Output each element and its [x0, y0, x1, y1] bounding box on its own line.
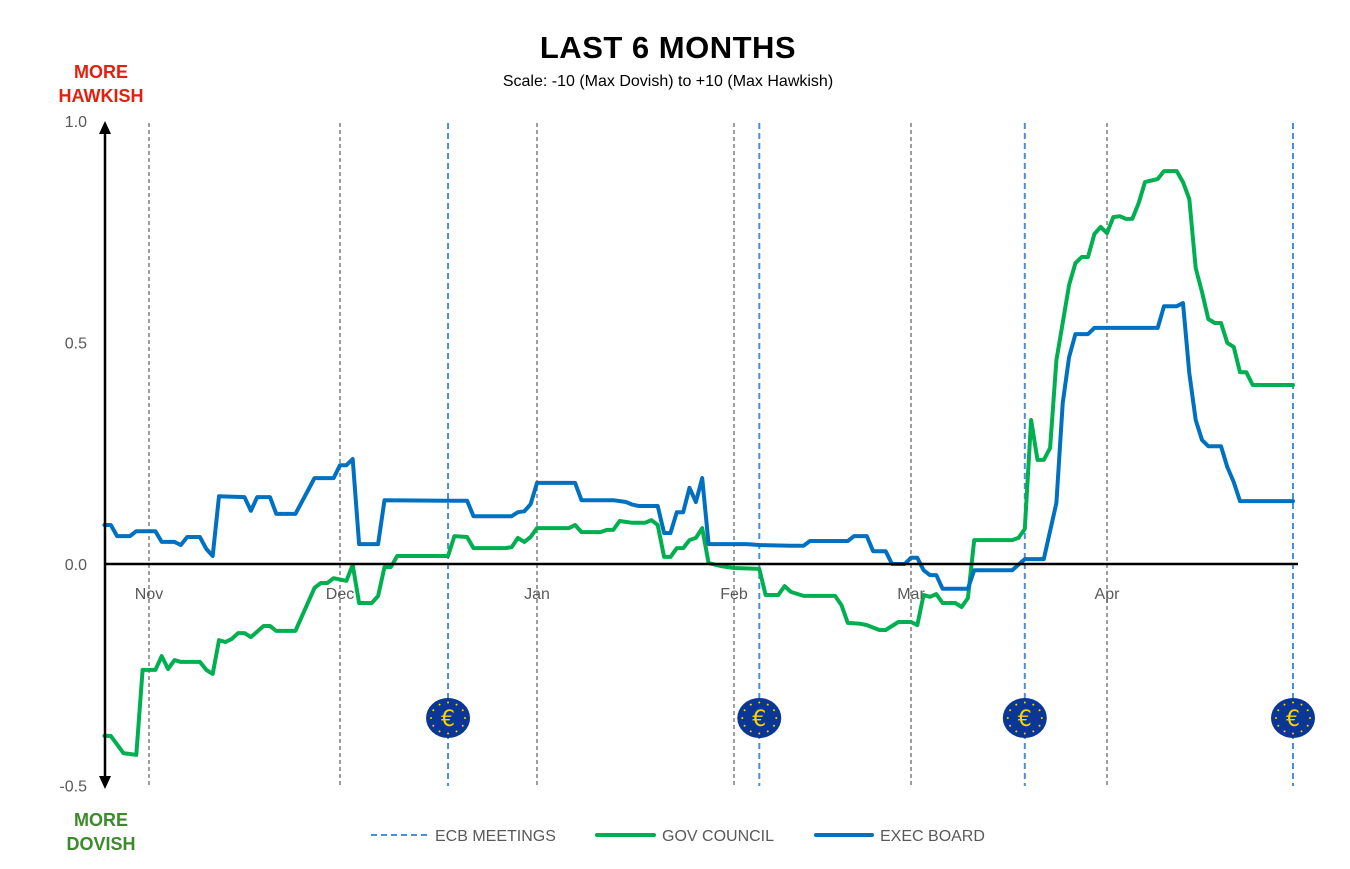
dovish-line-1: MORE [74, 810, 128, 830]
down-arrow-icon [99, 776, 111, 789]
euro-coin-icon: € [1002, 698, 1047, 738]
axes [99, 121, 1298, 789]
legend-label-ecb-meetings: ECB MEETINGS [435, 828, 556, 845]
svg-text:€: € [1286, 707, 1300, 732]
legend: ECB MEETINGS GOV COUNCIL EXEC BOARD [371, 828, 985, 845]
ecb-icons: € € € € [426, 698, 1315, 738]
hawkish-line-1: MORE [74, 62, 128, 82]
hawkish-line-2: HAWKISH [58, 86, 144, 106]
more-dovish-label: MORE DOVISH [21, 808, 181, 856]
y-tick-label: -0.5 [59, 779, 87, 796]
x-tick-label: Nov [135, 586, 163, 603]
legend-label-gov-council: GOV COUNCIL [662, 828, 774, 845]
chart-title: LAST 6 MONTHS [539, 30, 797, 65]
series-lines [102, 169, 1295, 757]
svg-text:€: € [752, 707, 766, 732]
svg-text:€: € [441, 707, 455, 732]
euro-coin-icon: € [737, 698, 782, 738]
chart-subtitle: Scale: -10 (Max Dovish) to +10 (Max Hawk… [502, 73, 834, 90]
series-line-gov-council [102, 169, 1295, 757]
svg-text:€: € [1018, 707, 1032, 732]
y-tick-label: 0.5 [65, 336, 87, 353]
x-tick-label: Mar [897, 586, 925, 603]
legend-label-exec-board: EXEC BOARD [880, 828, 985, 845]
euro-coin-icon: € [1271, 698, 1315, 738]
y-tick-label: 0.0 [65, 557, 87, 574]
x-tick-label: Apr [1095, 586, 1121, 603]
up-arrow-icon [99, 121, 111, 134]
month-gridlines [148, 123, 1108, 786]
y-tick-label: 1.0 [65, 114, 87, 131]
x-tick-label: Feb [720, 586, 748, 603]
dovish-line-2: DOVISH [66, 834, 136, 854]
series-line-exec-board [102, 301, 1295, 591]
x-tick-label: Dec [326, 586, 354, 603]
ecb-meeting-lines [447, 123, 1294, 786]
more-hawkish-label: MORE HAWKISH [21, 60, 181, 108]
x-tick-label: Jan [524, 586, 550, 603]
tick-labels: Nov Dec Jan Feb Mar Apr 1.0 0.5 0.0 -0.5 [59, 114, 1120, 796]
euro-coin-icon: € [426, 698, 471, 738]
